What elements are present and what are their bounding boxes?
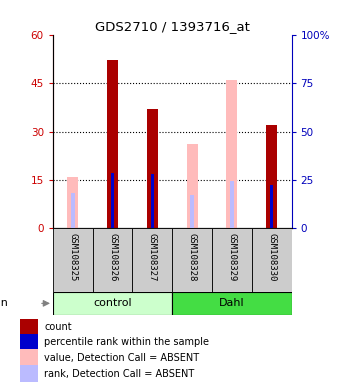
- Text: Dahl: Dahl: [219, 298, 245, 308]
- Bar: [20, 334, 38, 351]
- Text: GSM108327: GSM108327: [148, 233, 157, 281]
- Bar: [71, 193, 75, 228]
- Text: GSM108329: GSM108329: [227, 233, 236, 281]
- Text: GSM108328: GSM108328: [188, 233, 197, 281]
- Bar: [132, 228, 172, 292]
- Bar: [252, 228, 292, 292]
- Bar: [187, 144, 198, 228]
- Bar: [53, 292, 172, 315]
- Text: GSM108326: GSM108326: [108, 233, 117, 281]
- Bar: [212, 228, 252, 292]
- Text: control: control: [93, 298, 132, 308]
- Text: GSM108330: GSM108330: [267, 233, 276, 281]
- Bar: [270, 185, 273, 228]
- Bar: [147, 109, 158, 228]
- Text: GSM108325: GSM108325: [68, 233, 77, 281]
- Text: value, Detection Call = ABSENT: value, Detection Call = ABSENT: [44, 353, 199, 363]
- Bar: [172, 292, 292, 315]
- Bar: [111, 173, 114, 228]
- Bar: [107, 60, 118, 228]
- Bar: [53, 228, 93, 292]
- Title: GDS2710 / 1393716_at: GDS2710 / 1393716_at: [95, 20, 250, 33]
- Bar: [67, 177, 78, 228]
- Bar: [20, 318, 38, 336]
- Bar: [20, 365, 38, 383]
- Bar: [172, 228, 212, 292]
- Text: rank, Detection Call = ABSENT: rank, Detection Call = ABSENT: [44, 369, 195, 379]
- Bar: [93, 228, 132, 292]
- Bar: [230, 181, 234, 228]
- Text: percentile rank within the sample: percentile rank within the sample: [44, 338, 209, 348]
- Text: count: count: [44, 322, 72, 332]
- Text: strain: strain: [0, 298, 9, 308]
- Bar: [226, 80, 237, 228]
- Bar: [266, 125, 277, 228]
- Bar: [150, 174, 154, 228]
- Bar: [20, 349, 38, 367]
- Bar: [190, 195, 194, 228]
